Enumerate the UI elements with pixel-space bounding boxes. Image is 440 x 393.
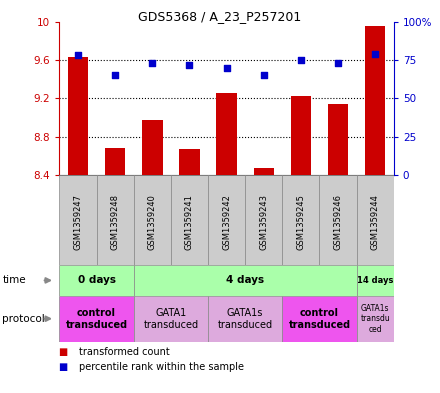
Bar	[357, 296, 394, 342]
Text: GSM1359242: GSM1359242	[222, 194, 231, 250]
Text: 0 days: 0 days	[77, 275, 116, 285]
Text: GATA1
transduced: GATA1 transduced	[143, 308, 198, 329]
Text: transformed count: transformed count	[79, 347, 170, 357]
Bar	[59, 265, 134, 296]
Point	[186, 61, 193, 68]
Text: percentile rank within the sample: percentile rank within the sample	[79, 362, 244, 373]
Point	[260, 72, 267, 78]
Bar	[319, 175, 357, 265]
Text: 4 days: 4 days	[226, 275, 264, 285]
Text: control
transduced: control transduced	[66, 308, 128, 329]
Bar	[134, 175, 171, 265]
Bar	[216, 94, 237, 175]
Text: time: time	[2, 275, 26, 285]
Bar	[253, 168, 274, 175]
Text: control
transduced: control transduced	[289, 308, 351, 329]
Point	[372, 51, 379, 57]
Text: GSM1359246: GSM1359246	[334, 194, 343, 250]
Bar	[282, 296, 357, 342]
Text: 14 days: 14 days	[357, 276, 393, 285]
Text: ■: ■	[59, 347, 72, 357]
Bar	[105, 148, 125, 175]
Bar	[134, 296, 208, 342]
Text: GSM1359244: GSM1359244	[371, 194, 380, 250]
Bar	[96, 175, 134, 265]
Bar	[179, 149, 200, 175]
Text: GSM1359248: GSM1359248	[110, 194, 120, 250]
Text: GATA1s
transdu
ced: GATA1s transdu ced	[360, 304, 390, 334]
Text: GSM1359245: GSM1359245	[297, 194, 305, 250]
Point	[334, 60, 341, 66]
Point	[297, 57, 304, 63]
Bar	[59, 175, 96, 265]
Text: ■: ■	[59, 362, 72, 373]
Bar	[134, 265, 357, 296]
Text: GDS5368 / A_23_P257201: GDS5368 / A_23_P257201	[138, 10, 302, 23]
Bar	[68, 57, 88, 175]
Bar	[291, 96, 311, 175]
Bar	[142, 120, 162, 175]
Point	[112, 72, 119, 78]
Bar	[357, 265, 394, 296]
Point	[149, 60, 156, 66]
Text: GATA1s
transduced: GATA1s transduced	[218, 308, 273, 329]
Point	[74, 52, 81, 59]
Bar	[245, 175, 282, 265]
Text: GSM1359240: GSM1359240	[148, 194, 157, 250]
Bar	[208, 175, 245, 265]
Point	[223, 64, 230, 71]
Text: GSM1359241: GSM1359241	[185, 194, 194, 250]
Bar	[171, 175, 208, 265]
Bar	[59, 296, 134, 342]
Text: GSM1359243: GSM1359243	[259, 194, 268, 250]
Bar	[365, 26, 385, 175]
Bar	[208, 296, 282, 342]
Text: GSM1359247: GSM1359247	[73, 194, 82, 250]
Bar	[282, 175, 319, 265]
Text: protocol: protocol	[2, 314, 45, 324]
Bar	[357, 175, 394, 265]
Bar	[328, 104, 348, 175]
